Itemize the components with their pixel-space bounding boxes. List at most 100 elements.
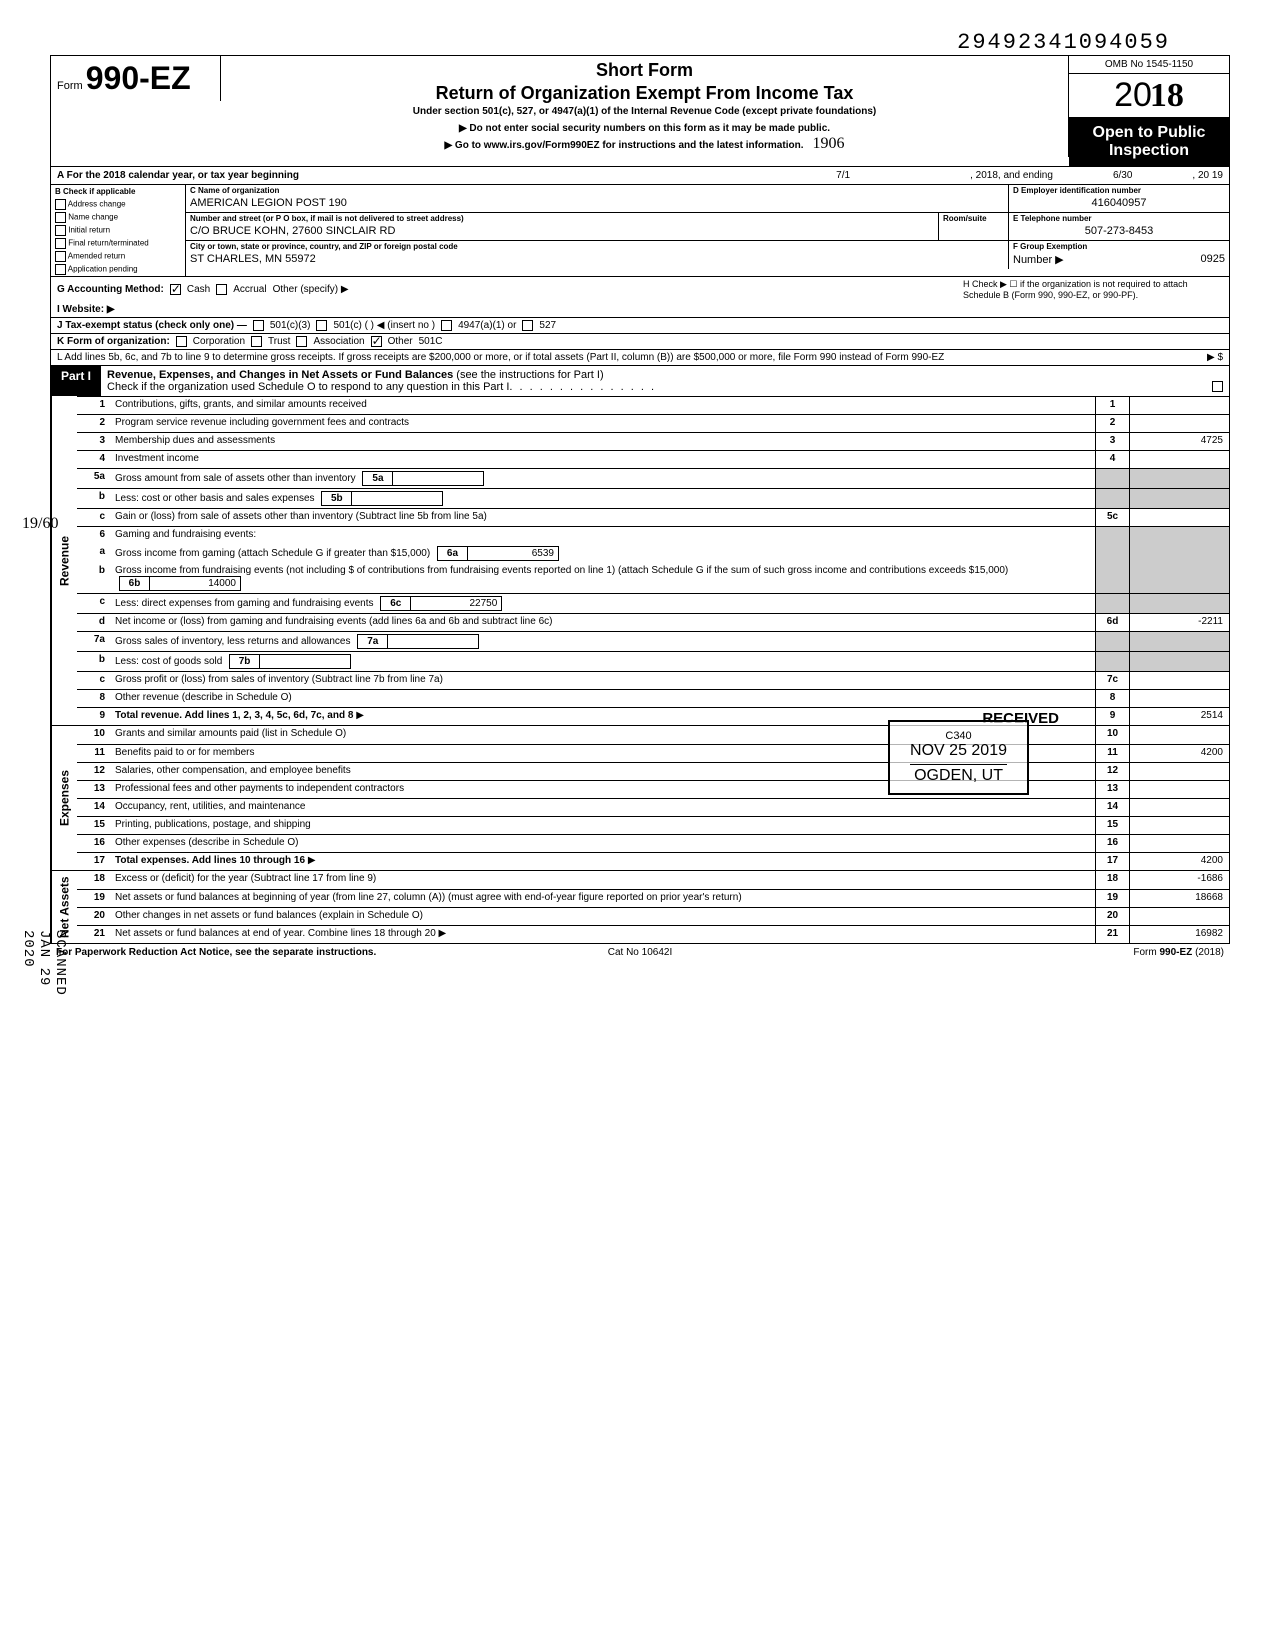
i-label: I Website: ▶ — [57, 304, 115, 315]
footer: For Paperwork Reduction Act Notice, see … — [50, 944, 1230, 961]
date-stamp: C340 NOV 25 2019 OGDEN, UT — [888, 720, 1029, 795]
checkbox-icon[interactable] — [55, 264, 66, 275]
line-j: J Tax-exempt status (check only one) — 5… — [51, 317, 1229, 333]
arrow-1: ▶ Do not enter social security numbers o… — [229, 123, 1060, 134]
room-label: Room/suite — [939, 213, 1008, 224]
chk-app: Application pending — [51, 263, 185, 276]
chk-init: Initial return — [51, 224, 185, 237]
line9-value: 2514 — [1129, 708, 1229, 725]
tax-year: 2018 — [1069, 74, 1229, 117]
line-a: A For the 2018 calendar year, or tax yea… — [51, 166, 1229, 184]
l-text: L Add lines 5b, 6c, and 7b to line 9 to … — [57, 352, 944, 363]
form-page: Form 990-EZ Short Form Return of Organiz… — [50, 55, 1230, 944]
checkbox-cash[interactable] — [170, 284, 181, 295]
g-label: G Accounting Method: — [57, 284, 164, 295]
checkbox-icon[interactable] — [55, 212, 66, 223]
revenue-section: Revenue 1Contributions, gifts, grants, a… — [51, 396, 1229, 725]
ein: 416040957 — [1009, 196, 1229, 212]
form-number: 990-EZ — [86, 60, 191, 96]
line-a-label: A For the 2018 calendar year, or tax yea… — [57, 170, 299, 181]
b-header: B Check if applicable — [51, 185, 185, 198]
netassets-side-label: Net Assets — [51, 871, 77, 943]
main-title: Return of Organization Exempt From Incom… — [229, 83, 1060, 104]
line6d-value: -2211 — [1129, 614, 1229, 631]
line-g-h: G Accounting Method: Cash Accrual Other … — [51, 276, 1229, 302]
checkbox-icon[interactable] — [1212, 381, 1223, 392]
form-prefix: Form — [57, 80, 83, 92]
checkbox-icon[interactable] — [253, 320, 264, 331]
line21-value: 16982 — [1129, 926, 1229, 943]
line17-value: 4200 — [1129, 853, 1229, 870]
checkbox-icon[interactable] — [55, 251, 66, 262]
line-k: K Form of organization: Corporation Trus… — [51, 333, 1229, 349]
h-text: H Check ▶ ☐ if the organization is not r… — [963, 279, 1223, 300]
open-public-l1: Open to Public — [1073, 124, 1225, 142]
open-public-l2: Inspection — [1073, 142, 1225, 160]
line18-value: -1686 — [1129, 871, 1229, 889]
header-row: Form 990-EZ Short Form Return of Organiz… — [51, 56, 1229, 166]
header-grid: B Check if applicable Address change Nam… — [51, 184, 1229, 276]
title-cell: Short Form Return of Organization Exempt… — [221, 56, 1069, 157]
checkbox-icon[interactable] — [316, 320, 327, 331]
line6b-value: 14000 — [150, 577, 240, 590]
j-label: J Tax-exempt status (check only one) — — [57, 320, 247, 331]
checkbox-icon[interactable] — [441, 320, 452, 331]
checkbox-icon[interactable] — [251, 336, 262, 347]
f-label2: Number ▶ — [1013, 254, 1064, 266]
addr-value: C/O BRUCE KOHN, 27600 SINCLAIR RD — [186, 224, 938, 240]
city-label: City or town, state or province, country… — [186, 241, 1008, 252]
addr-label: Number and street (or P O box, if mail i… — [186, 213, 938, 224]
chk-name: Name change — [51, 211, 185, 224]
expenses-side-label: Expenses — [51, 726, 77, 870]
footer-left: For Paperwork Reduction Act Notice, see … — [56, 947, 445, 958]
line6c-value: 22750 — [411, 597, 501, 610]
f-label: F Group Exemption — [1009, 241, 1229, 252]
checkbox-icon[interactable] — [55, 225, 66, 236]
arrow-2: ▶ Go to www.irs.gov/Form990EZ for instru… — [444, 140, 803, 151]
e-label: E Telephone number — [1009, 213, 1229, 224]
line3-value: 4725 — [1129, 433, 1229, 450]
line19-value: 18668 — [1129, 890, 1229, 907]
revenue-side-label: Revenue — [51, 396, 77, 725]
revenue-lines: 1Contributions, gifts, grants, and simil… — [77, 396, 1229, 725]
footer-right: Form 990-EZ (2018) — [835, 947, 1224, 958]
chk-addr: Address change — [51, 198, 185, 211]
footer-center: Cat No 10642I — [445, 947, 834, 958]
part1-label: Part I — [51, 366, 101, 396]
dln: 29492341094059 — [50, 30, 1230, 55]
line-i: I Website: ▶ — [51, 302, 1229, 317]
checkbox-icon[interactable] — [522, 320, 533, 331]
checkbox-icon[interactable] — [55, 199, 66, 210]
expenses-lines: C340 NOV 25 2019 OGDEN, UT 10Grants and … — [77, 726, 1229, 870]
group-exempt: 0925 — [1201, 253, 1225, 265]
form-id-cell: Form 990-EZ — [51, 56, 221, 101]
checkbox-icon[interactable] — [176, 336, 187, 347]
checkbox-other[interactable] — [371, 336, 382, 347]
ty-end-y: , 20 19 — [1192, 170, 1223, 181]
checkbox-accrual[interactable] — [216, 284, 227, 295]
k-val: 501C — [419, 336, 443, 347]
line-l: L Add lines 5b, 6c, and 7b to line 9 to … — [51, 349, 1229, 365]
phone: 507-273-8453 — [1009, 224, 1229, 240]
checkbox-icon[interactable] — [296, 336, 307, 347]
line6a-value: 6539 — [468, 547, 558, 560]
part1-header: Part I Revenue, Expenses, and Changes in… — [51, 365, 1229, 396]
chk-amend: Amended return — [51, 250, 185, 263]
subtitle: Under section 501(c), 527, or 4947(a)(1)… — [229, 106, 1060, 117]
right-cell: OMB No 1545-1150 2018 Open to Public Ins… — [1069, 56, 1229, 166]
city-value: ST CHARLES, MN 55972 — [186, 252, 1008, 268]
netassets-lines: 18Excess or (deficit) for the year (Subt… — [77, 871, 1229, 943]
col-cde: C Name of organization AMERICAN LEGION P… — [186, 185, 1229, 276]
c-label: C Name of organization — [186, 185, 1008, 196]
open-public: Open to Public Inspection — [1069, 117, 1229, 166]
d-label: D Employer identification number — [1009, 185, 1229, 196]
line11-value: 4200 — [1129, 745, 1229, 762]
short-form-title: Short Form — [229, 60, 1060, 81]
l-arrow: ▶ $ — [1207, 352, 1223, 363]
col-b: B Check if applicable Address change Nam… — [51, 185, 186, 276]
expenses-section: Expenses C340 NOV 25 2019 OGDEN, UT 10Gr… — [51, 725, 1229, 870]
checkbox-icon[interactable] — [55, 238, 66, 249]
ty-end-m: 6/30 — [1113, 170, 1132, 181]
netassets-section: Net Assets 18Excess or (deficit) for the… — [51, 870, 1229, 943]
ty-begin: 7/1 — [836, 170, 850, 181]
